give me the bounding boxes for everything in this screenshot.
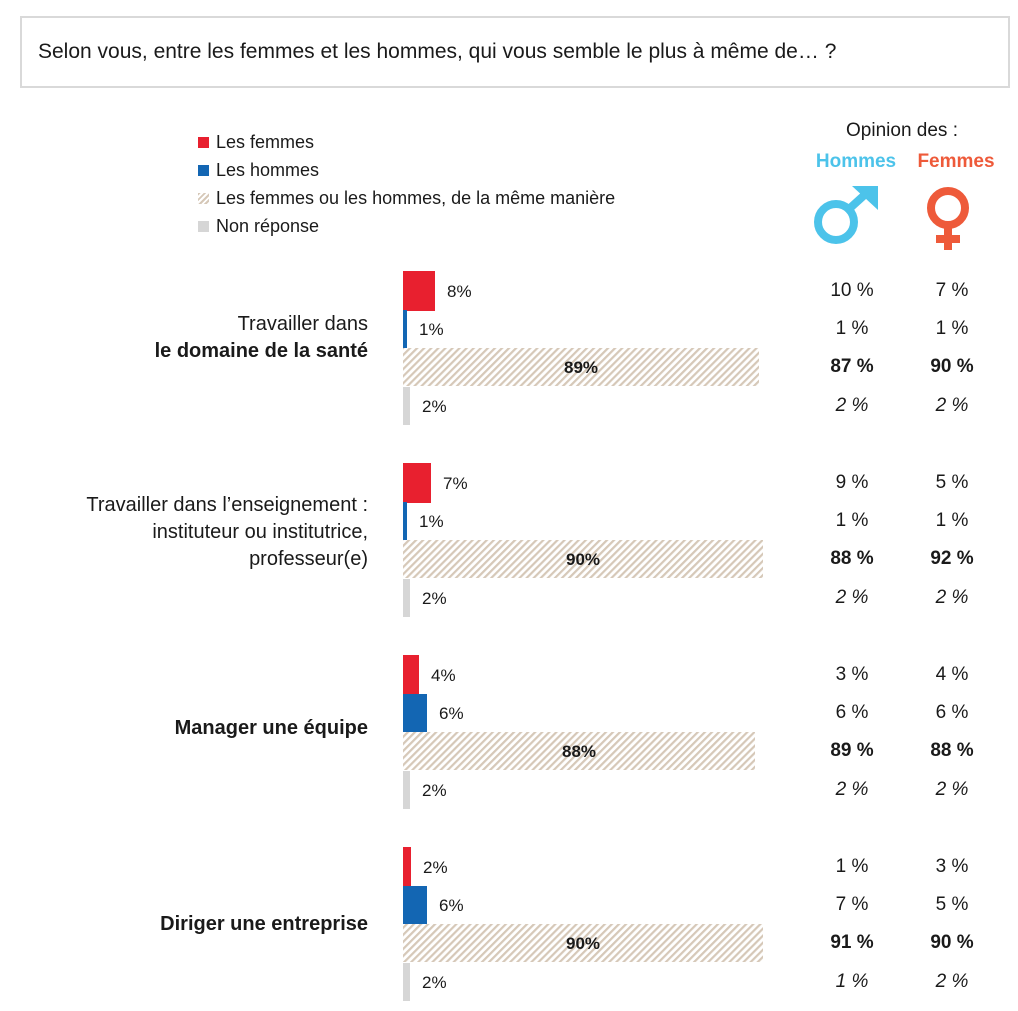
legend-swatch-both	[198, 192, 209, 204]
group-label-line: Travailler dans	[237, 313, 368, 335]
legend-item-both: Les femmes ou les hommes, de la même man…	[198, 184, 615, 212]
legend-label: Les femmes	[216, 131, 315, 152]
bar-value-label: 88%	[562, 742, 596, 761]
legend-item-femmes: Les femmes	[198, 128, 615, 156]
legend: Les femmes Les hommes Les femmes ou les …	[198, 128, 615, 240]
group-label-sante: Travailler dans le domaine de la santé	[155, 311, 368, 365]
femmes-opinion-value: 2 %	[935, 395, 969, 416]
bar-femmes	[403, 847, 411, 887]
legend-item-hommes: Les hommes	[198, 156, 615, 184]
legend-swatch-femmes	[198, 136, 209, 148]
group-label-line: instituteur ou institutrice,	[152, 521, 368, 543]
hommes-opinion-value: 1 %	[835, 971, 869, 992]
hommes-opinion-value: 3 %	[835, 664, 869, 685]
bar-hommes	[403, 502, 407, 540]
hommes-column-header: Hommes	[815, 151, 897, 172]
femmes-opinion-value: 90 %	[930, 356, 974, 377]
question-text: Selon vous, entre les femmes et les homm…	[38, 40, 837, 63]
hommes-opinion-value: 1 %	[835, 510, 869, 531]
femmes-opinion-value: 7 %	[935, 280, 969, 301]
bar-value-label: 90%	[566, 550, 600, 569]
bar-value-label: 2%	[422, 589, 447, 608]
bar-hommes	[403, 886, 427, 924]
hommes-opinion-value: 2 %	[835, 779, 869, 800]
femmes-opinion-value: 2 %	[935, 587, 969, 608]
bar-value-label: 4%	[431, 666, 456, 685]
legend-item-nr: Non réponse	[198, 212, 615, 240]
bar-both	[403, 732, 755, 770]
femmes-opinion-value: 1 %	[935, 318, 969, 339]
hommes-opinion-value: 91 %	[830, 932, 874, 953]
femmes-opinion-value: 6 %	[935, 702, 969, 723]
bar-both	[403, 540, 763, 578]
bar-value-label: 8%	[447, 282, 472, 301]
hommes-opinion-value: 2 %	[835, 587, 869, 608]
group-label-line-bold: Diriger une entreprise	[160, 913, 368, 935]
question-box: Selon vous, entre les femmes et les homm…	[20, 16, 1010, 88]
bar-value-label: 89%	[564, 358, 598, 377]
hommes-opinion-value: 2 %	[835, 395, 869, 416]
bar-hommes	[403, 694, 427, 732]
bar-femmes	[403, 655, 419, 695]
femmes-opinion-value: 88 %	[930, 740, 974, 761]
hommes-opinion-value: 89 %	[830, 740, 874, 761]
bar-value-label: 2%	[422, 973, 447, 992]
femmes-opinion-value: 92 %	[930, 548, 974, 569]
bar-both	[403, 348, 759, 386]
bar-femmes	[403, 463, 431, 503]
hommes-opinion-value: 6 %	[835, 702, 869, 723]
femmes-opinion-value: 4 %	[935, 664, 969, 685]
femmes-opinion-value: 2 %	[935, 971, 969, 992]
bar-nonreponse	[403, 387, 410, 425]
bar-value-label: 2%	[422, 781, 447, 800]
group-label-enseignement: Travailler dans l’enseignement : institu…	[86, 492, 368, 573]
bar-value-label: 90%	[566, 934, 600, 953]
hommes-opinion-value: 9 %	[835, 472, 869, 493]
bar-value-label: 1%	[419, 512, 444, 531]
group-label-manager: Manager une équipe	[175, 715, 368, 742]
group-label-line: professeur(e)	[249, 548, 368, 570]
male-symbol-icon	[814, 186, 878, 244]
legend-label: Non réponse	[216, 215, 320, 236]
legend-label: Les femmes ou les hommes, de la même man…	[216, 187, 616, 208]
bar-nonreponse	[403, 963, 410, 1001]
legend-swatch-hommes	[198, 164, 209, 176]
hommes-opinion-value: 7 %	[835, 894, 869, 915]
bar-nonreponse	[403, 579, 410, 617]
opinion-title: Opinion des :	[846, 120, 958, 141]
group-label-diriger: Diriger une entreprise	[160, 911, 368, 938]
femmes-opinion-value: 1 %	[935, 510, 969, 531]
bar-value-label: 1%	[419, 320, 444, 339]
bar-value-label: 6%	[439, 896, 464, 915]
hommes-opinion-value: 1 %	[835, 318, 869, 339]
bar-value-label: 2%	[423, 858, 448, 877]
bar-value-label: 2%	[422, 397, 447, 416]
femmes-opinion-value: 90 %	[930, 932, 974, 953]
group-label-line: Travailler dans l’enseignement :	[86, 494, 368, 516]
bar-both	[403, 924, 763, 962]
bar-value-label: 6%	[439, 704, 464, 723]
femmes-column-header: Femmes	[917, 151, 995, 172]
group-label-line-bold: Manager une équipe	[174, 717, 368, 739]
bar-hommes	[403, 310, 407, 348]
female-symbol-icon	[927, 187, 969, 250]
femmes-opinion-value: 5 %	[935, 472, 969, 493]
bar-femmes	[403, 271, 435, 311]
hommes-opinion-value: 87 %	[830, 356, 874, 377]
hommes-opinion-value: 1 %	[835, 856, 869, 877]
hommes-opinion-value: 10 %	[830, 280, 874, 301]
bar-nonreponse	[403, 771, 410, 809]
legend-label: Les hommes	[216, 159, 320, 180]
femmes-opinion-value: 2 %	[935, 779, 969, 800]
legend-swatch-nr	[198, 220, 209, 232]
femmes-opinion-value: 3 %	[935, 856, 969, 877]
femmes-opinion-value: 5 %	[935, 894, 969, 915]
bar-value-label: 7%	[443, 474, 468, 493]
group-label-line-bold: le domaine de la santé	[154, 340, 368, 362]
hommes-opinion-value: 88 %	[830, 548, 874, 569]
